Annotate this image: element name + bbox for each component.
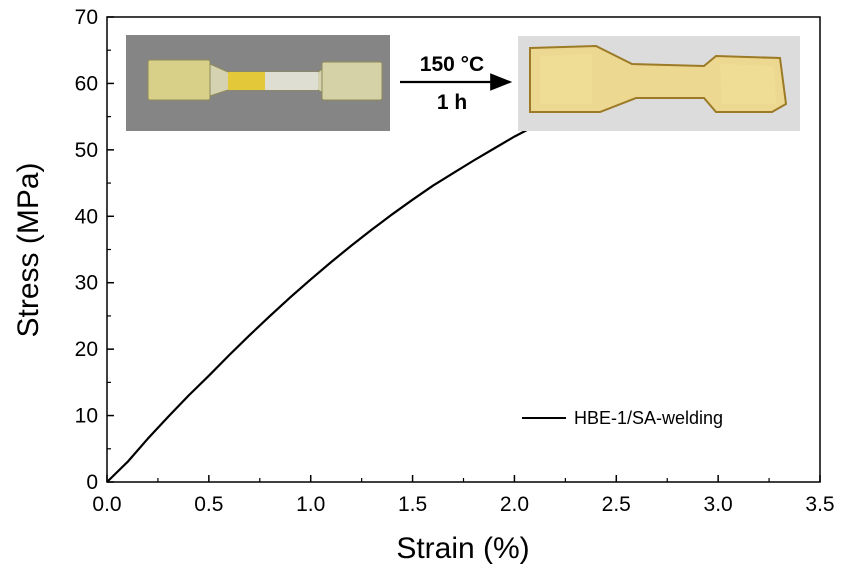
y-tick-label: 0: [86, 471, 98, 494]
x-tick-label: 0.5: [194, 493, 223, 516]
y-tick-label: 70: [75, 6, 98, 29]
y-axis-title: Stress (MPa): [12, 162, 45, 337]
x-tick-label: 2.0: [500, 493, 529, 516]
y-tick-label: 20: [75, 338, 98, 361]
x-tick-label: 3.0: [704, 493, 733, 516]
y-tick-label: 60: [75, 72, 98, 95]
y-axis: 0 10 20 30 40 50 60 70: [75, 6, 114, 494]
y-tick-label: 50: [75, 139, 98, 162]
x-tick-label: 1.5: [398, 493, 427, 516]
healed-dogbone-specimen-photo: [518, 36, 800, 131]
x-tick-label: 0.0: [92, 493, 121, 516]
x-tick-label: 1.0: [296, 493, 325, 516]
heating-condition: 150 °C 1 h: [400, 53, 513, 114]
x-axis: 0.0 0.5 1.0 1.5 2.0 2.5 3.0 3.5: [92, 475, 835, 516]
y-tick-label: 40: [75, 205, 98, 228]
y-tick-label: 10: [75, 405, 98, 428]
series-layer: [106, 114, 564, 483]
condition-time: 1 h: [437, 91, 467, 114]
series-line-hbe-1-sa-welding: [106, 114, 564, 483]
y-tick-label: 30: [75, 272, 98, 295]
x-axis-title: Strain (%): [396, 532, 529, 565]
legend-label: HBE-1/SA-welding: [574, 408, 723, 428]
welded-dogbone-specimen-photo: [126, 35, 390, 131]
x-tick-label: 3.5: [805, 493, 834, 516]
x-tick-label: 2.5: [602, 493, 631, 516]
condition-temperature: 150 °C: [420, 53, 484, 76]
legend: HBE-1/SA-welding: [522, 408, 723, 428]
